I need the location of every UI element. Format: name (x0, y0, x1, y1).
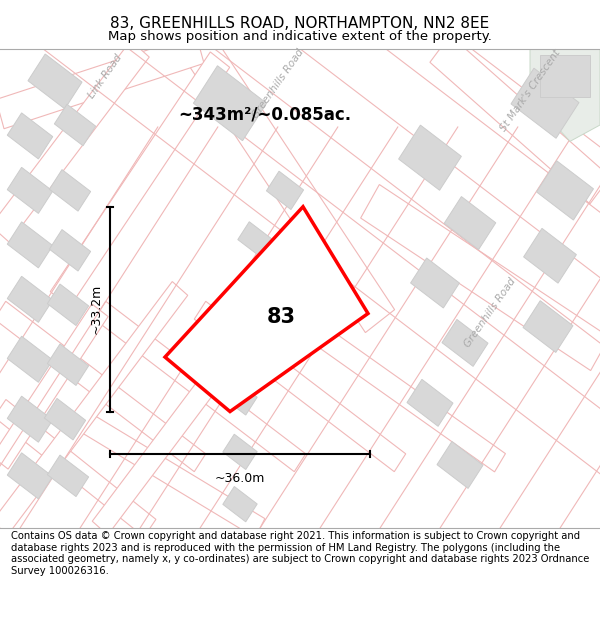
Polygon shape (47, 455, 89, 497)
Polygon shape (223, 434, 257, 469)
Polygon shape (7, 222, 53, 268)
Polygon shape (231, 325, 265, 361)
Polygon shape (444, 196, 496, 249)
Polygon shape (223, 486, 257, 522)
Text: ~33.2m: ~33.2m (89, 284, 103, 334)
Polygon shape (193, 66, 266, 141)
Text: Link Road: Link Road (86, 52, 124, 100)
Polygon shape (49, 229, 91, 271)
Polygon shape (523, 301, 573, 352)
Polygon shape (530, 49, 600, 141)
Polygon shape (47, 284, 89, 326)
Polygon shape (28, 54, 82, 109)
Text: Greenhills Road: Greenhills Road (250, 47, 305, 120)
Text: Map shows position and indicative extent of the property.: Map shows position and indicative extent… (108, 30, 492, 43)
Polygon shape (0, 304, 108, 469)
Polygon shape (94, 301, 306, 472)
Polygon shape (7, 336, 53, 382)
Text: 83: 83 (267, 307, 296, 327)
Text: St Mark's Crescent: St Mark's Crescent (498, 48, 562, 133)
Polygon shape (540, 55, 590, 97)
Polygon shape (0, 281, 188, 535)
Text: 83, GREENHILLS ROAD, NORTHAMPTON, NN2 8EE: 83, GREENHILLS ROAD, NORTHAMPTON, NN2 8E… (110, 16, 490, 31)
Text: ~36.0m: ~36.0m (215, 471, 265, 484)
Polygon shape (266, 171, 304, 209)
Polygon shape (194, 301, 406, 472)
Polygon shape (7, 276, 53, 322)
Polygon shape (47, 344, 89, 386)
Polygon shape (0, 41, 149, 242)
Polygon shape (295, 312, 505, 472)
Polygon shape (442, 319, 488, 366)
Polygon shape (7, 113, 53, 159)
Polygon shape (7, 168, 53, 213)
Polygon shape (50, 52, 230, 307)
Polygon shape (0, 301, 206, 472)
Polygon shape (524, 228, 577, 283)
Polygon shape (398, 125, 461, 190)
Polygon shape (430, 35, 600, 204)
Polygon shape (185, 38, 395, 332)
Polygon shape (0, 34, 204, 129)
Polygon shape (75, 409, 265, 538)
Polygon shape (536, 161, 593, 220)
Text: Contains OS data © Crown copyright and database right 2021. This information is : Contains OS data © Crown copyright and d… (11, 531, 589, 576)
Polygon shape (410, 258, 460, 308)
Polygon shape (361, 184, 600, 371)
Polygon shape (92, 281, 288, 535)
Polygon shape (0, 399, 156, 537)
Polygon shape (44, 398, 86, 440)
Polygon shape (7, 396, 53, 442)
Polygon shape (165, 207, 368, 411)
Polygon shape (407, 379, 453, 426)
Polygon shape (437, 441, 483, 488)
Polygon shape (223, 380, 257, 415)
Text: Greenhills Road: Greenhills Road (463, 276, 518, 349)
Polygon shape (253, 271, 287, 306)
Polygon shape (55, 104, 95, 146)
Polygon shape (49, 169, 91, 211)
Polygon shape (511, 68, 579, 138)
Text: ~343m²/~0.085ac.: ~343m²/~0.085ac. (178, 105, 351, 123)
Polygon shape (238, 222, 272, 257)
Polygon shape (7, 452, 53, 499)
